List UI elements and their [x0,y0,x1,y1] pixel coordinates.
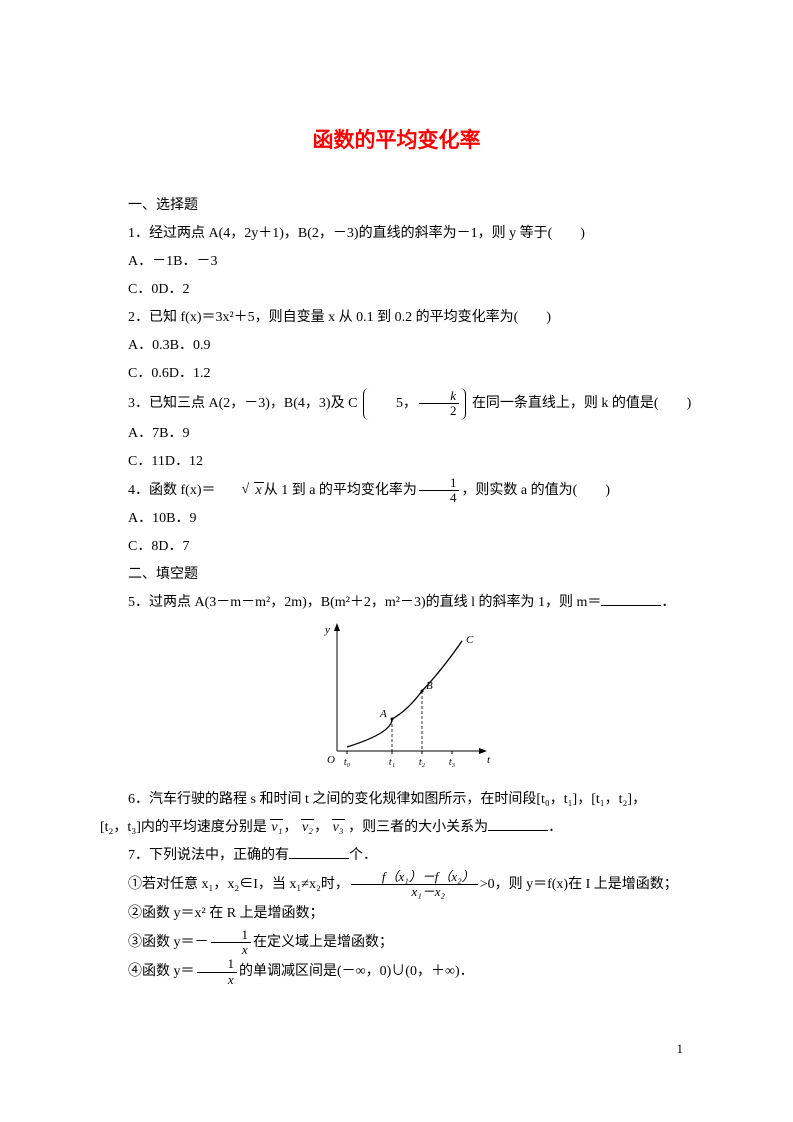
q7-i1-prefix: ①若对任意 x₁，x₂∈I，当 x₁≠x₂时， [128,877,349,892]
q2-d: D．1.2 [169,366,211,381]
q1-b: B．－3 [173,254,217,269]
q4-rad: x [254,482,264,498]
svg-text:O: O [327,754,335,766]
svg-text:t₃: t₃ [448,757,455,768]
q6-line2: [t₂，t₃]内的平均速度分别是 v₁， v₂， v₃ ，则三者的大小关系为． [100,814,693,842]
q7-i1-suffix: >0，则 y＝f(x)在 I 上是增函数； [480,877,678,892]
svg-text:t: t [487,754,491,766]
q2-text: 2．已知 f(x)＝3x²＋5，则自变量 x 从 0.1 到 0.2 的平均变化… [100,304,693,332]
q3-frac: k2 [419,389,460,419]
q7-i3-den: x [211,943,252,957]
page-number: 1 [677,1036,684,1062]
q7-text: 7．下列说法中，正确的有 个． [100,842,693,870]
q4-mid: 从 1 到 a 的平均变化率为 [264,483,417,498]
q4-a: A．10 [128,511,166,526]
q1-opts-ab: A．－1B．－3 [100,248,693,276]
page-title: 函数的平均变化率 [100,120,693,162]
svg-text:t₂: t₂ [418,757,425,768]
q2-opts-cd: C．0.6D．1.2 [100,360,693,388]
q5-blank [601,591,661,606]
q7-item3: ③函数 y＝－1x在定义域上是增函数； [100,928,693,958]
svg-text:t₁: t₁ [388,757,394,768]
q2-a: A．0.3 [128,338,170,353]
q6-end: ． [548,820,562,835]
chart-svg: t₀ t₁ t₂ t₃ O A B Cy t [297,621,497,771]
svg-text:A: A [379,708,387,720]
q7-i3-prefix: ③函数 y＝－ [128,935,209,950]
q5-suffix: ． [661,595,675,610]
q4-suffix: ，则实数 a 的值为( ) [461,483,610,498]
q1-text: 1．经过两点 A(4，2y＋1)，B(2，－3)的直线的斜率为－1，则 y 等于… [100,220,693,248]
q4-opts-ab: A．10B．9 [100,505,693,533]
q5-prefix: 5．过两点 A(3－m－m²，2m)，B(m²＋2，m²－3)的直线 l 的斜率… [128,595,601,610]
v3-bar: v₃ [332,819,345,835]
q3-opts-cd: C．11D．12 [100,448,693,476]
page-content: 函数的平均变化率 一、选择题 1．经过两点 A(4，2y＋1)，B(2，－3)的… [0,0,793,987]
q7-i4-suffix: 的单调减区间是(－∞，0)∪(0，＋∞)． [239,964,474,979]
svg-text:B: B [426,680,433,692]
q3-b: B．9 [159,426,189,441]
q4-text: 4．函数 f(x)＝ x从 1 到 a 的平均变化率为14，则实数 a 的值为( … [100,476,693,506]
q7-item1: ①若对任意 x₁，x₂∈I，当 x₁≠x₂时，f（x₁）－f（x₂）x₁－x₂>… [100,870,693,900]
q4-frac: 14 [419,476,460,506]
q4-b: B．9 [166,511,196,526]
q7-i4-num: 1 [197,957,238,972]
q7-prefix: 7．下列说法中，正确的有 [128,848,289,863]
q7-i1-den: x₁－x₂ [351,885,478,899]
svg-text:y: y [324,624,330,636]
q4-frac-num: 1 [419,476,460,491]
v2: v₂ [302,820,313,835]
q7-item2: ②函数 y＝x² 在 R 上是增函数； [100,900,693,928]
q6-blank [488,816,548,831]
q3-d: D．12 [165,454,203,469]
q7-blank [289,844,349,859]
q4-prefix: 4．函数 f(x)＝ [128,483,216,498]
svg-text:t₀: t₀ [343,757,350,768]
q7-item4: ④函数 y＝1x的单调减区间是(－∞，0)∪(0，＋∞)． [100,957,693,987]
q3-bracket-top: 5， [396,396,417,411]
q4-d: D．7 [158,539,189,554]
v1: v₁ [271,820,282,835]
q5-text: 5．过两点 A(3－m－m²，2m)，B(m²＋2，m²－3)的直线 l 的斜率… [100,589,693,617]
q4-c: C．8 [128,539,158,554]
q7-i3-suffix: 在定义域上是增函数； [253,935,393,950]
q2-b: B．0.9 [170,338,211,353]
q3-prefix: 3．已知三点 A(2，－3)，B(4，3)及 C [128,396,361,411]
q3-text: 3．已知三点 A(2，－3)，B(4，3)及 C 5，k2 在同一条直线上，则 … [100,388,693,420]
q3-suffix: 在同一条直线上，则 k 的值是( ) [472,396,691,411]
q2-c: C．0.6 [128,366,169,381]
q1-a: A．－1 [128,254,173,269]
q7-i1-num: f（x₁）－f（x₂） [351,870,478,885]
q6-l2-prefix: [t₂，t₃]内的平均速度分别是 [100,820,270,835]
sqrt-icon: x [216,477,264,505]
q3-frac-den: 2 [419,404,460,418]
v1-bar: v₁ [270,819,283,835]
q7-i3-num: 1 [211,928,252,943]
q3-frac-num: k [419,389,460,404]
q1-c: C．0 [128,282,158,297]
q7-suffix: 个． [349,848,377,863]
q3-bracket: 5，k2 [363,388,467,420]
q6-suffix: ，则三者的大小关系为 [348,820,488,835]
section-heading-2: 二、填空题 [100,561,693,589]
q2-opts-ab: A．0.3B．0.9 [100,332,693,360]
q7-i4-den: x [197,973,238,987]
q7-i4-frac: 1x [197,957,238,987]
v3: v₃ [333,820,344,835]
svg-text:C: C [466,634,474,646]
q7-i1-frac: f（x₁）－f（x₂）x₁－x₂ [351,870,478,900]
q4-frac-den: 4 [419,491,460,505]
q4-opts-cd: C．8D．7 [100,533,693,561]
q6-chart: t₀ t₁ t₂ t₃ O A B Cy t [100,621,693,782]
v2-bar: v₂ [301,819,314,835]
q1-d: D．2 [158,282,189,297]
section-heading-1: 一、选择题 [100,192,693,220]
q3-a: A．7 [128,426,159,441]
q3-opts-ab: A．7B．9 [100,420,693,448]
q3-c: C．11 [128,454,165,469]
q1-opts-cd: C．0D．2 [100,276,693,304]
q6-line1: 6．汽车行驶的路程 s 和时间 t 之间的变化规律如图所示，在时间段[t₀，t₁… [100,786,693,814]
q7-i4-prefix: ④函数 y＝ [128,964,195,979]
q7-i3-frac: 1x [211,928,252,958]
